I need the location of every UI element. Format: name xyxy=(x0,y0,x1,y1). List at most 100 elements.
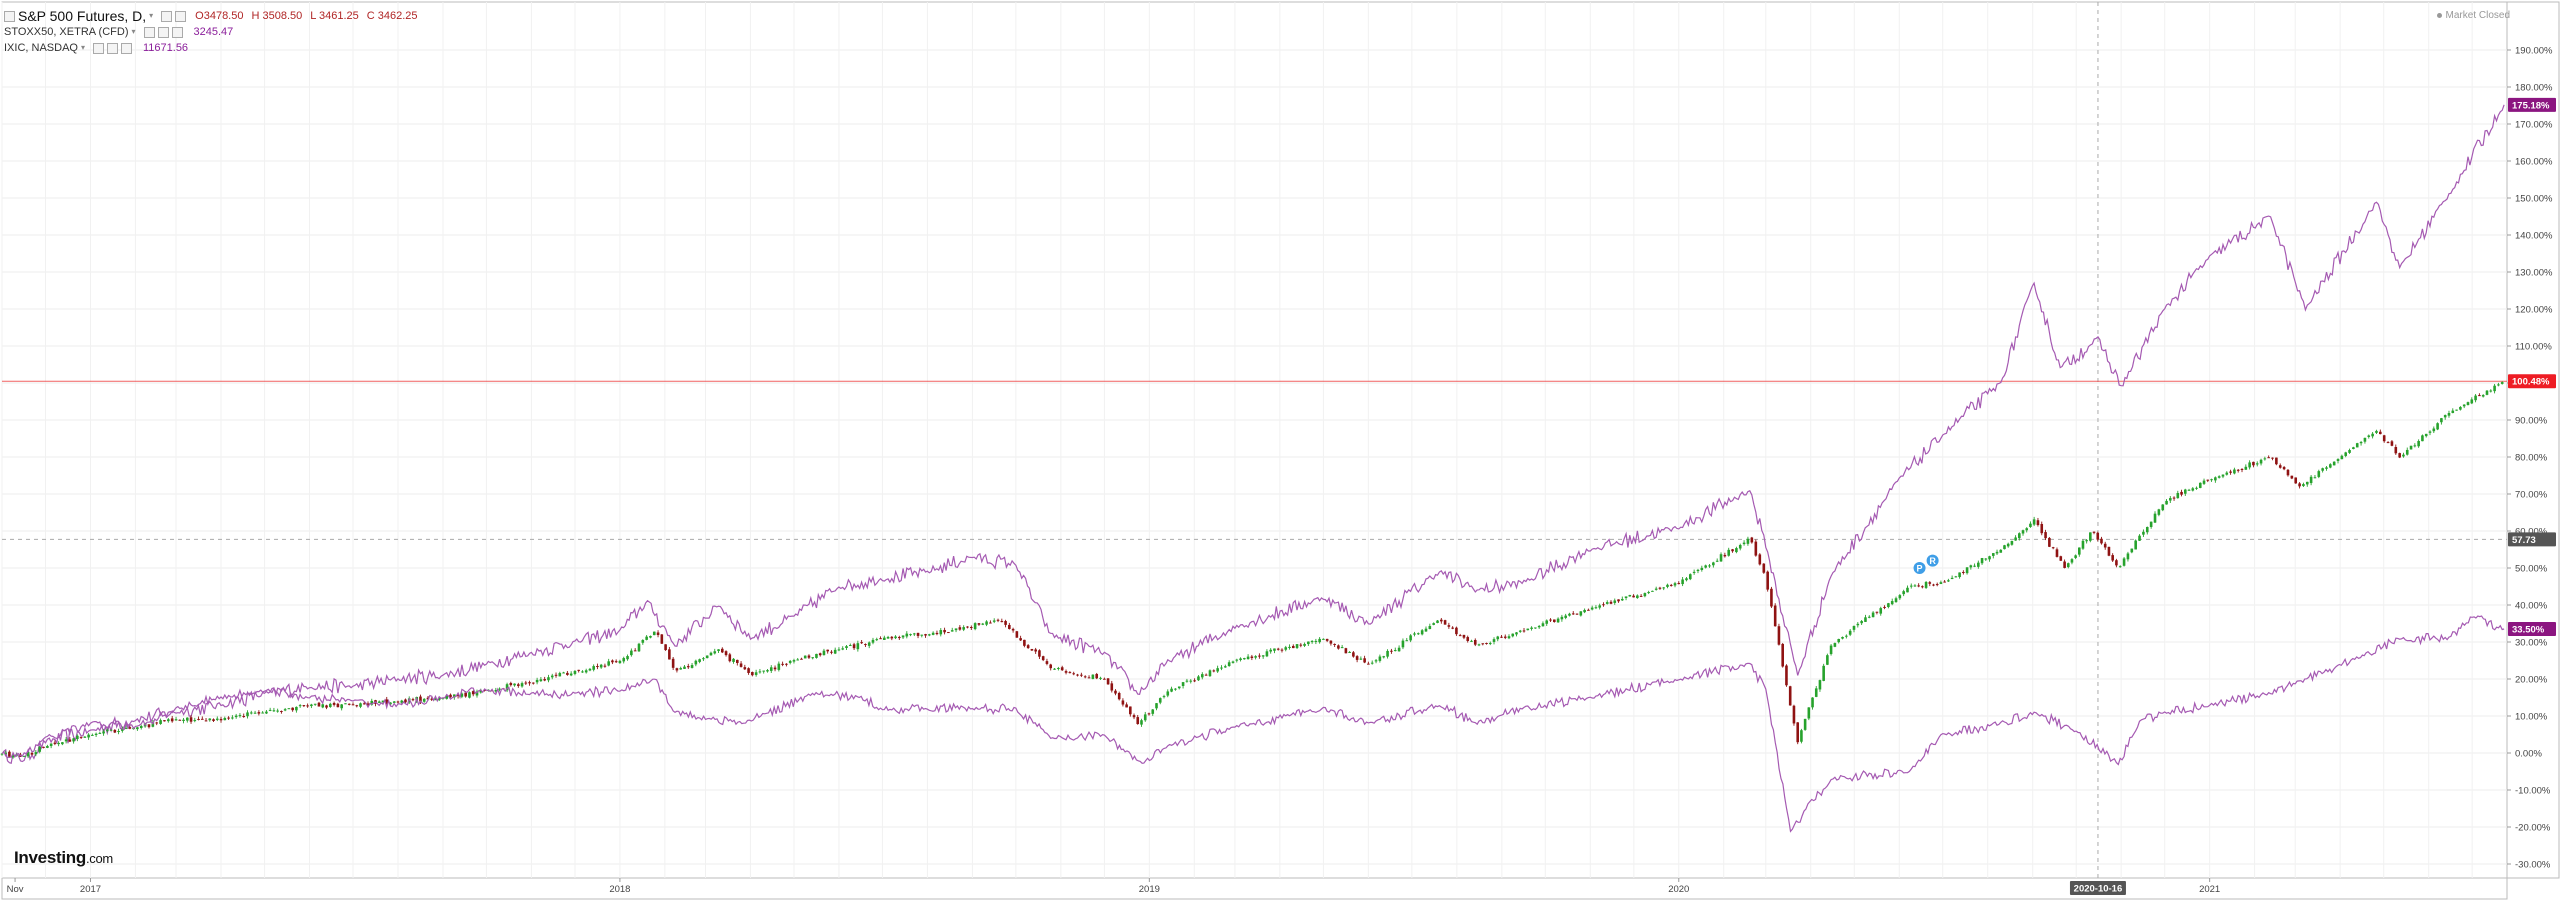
candle-body xyxy=(709,652,713,656)
y-tick-label: 180.00% xyxy=(2515,83,2553,94)
candle-body xyxy=(449,694,452,698)
candle-body xyxy=(871,639,875,643)
candle-body xyxy=(396,701,400,703)
visibility-icon[interactable] xyxy=(143,26,155,38)
candle-body xyxy=(1571,613,1575,615)
candle-body xyxy=(2386,442,2390,444)
candle-body xyxy=(807,655,811,658)
series-name[interactable]: STOXX50, XETRA (CFD) xyxy=(4,26,129,38)
series-name[interactable]: IXIC, NASDAQ xyxy=(4,42,78,54)
candle-body xyxy=(833,649,837,654)
logo-suffix: .com xyxy=(85,851,113,866)
candle-body xyxy=(1103,678,1106,680)
settings-icon[interactable] xyxy=(157,26,169,38)
candle-body xyxy=(539,679,543,682)
candle-body xyxy=(1814,688,1818,697)
candle-body xyxy=(532,682,535,684)
candle-body xyxy=(1575,613,1579,615)
candle-body xyxy=(355,705,359,707)
candle-body xyxy=(1841,636,1844,639)
candle-body xyxy=(2409,445,2413,450)
candle-body xyxy=(1367,663,1370,665)
visibility-icon[interactable] xyxy=(92,42,104,54)
candle-body xyxy=(2059,556,2063,561)
candle-body xyxy=(1977,562,1980,567)
candle-body xyxy=(2130,548,2134,553)
candle-body xyxy=(1340,647,1344,649)
legend-series-row[interactable]: IXIC, NASDAQ ▾ 11671.56 xyxy=(4,40,426,56)
candle-body xyxy=(1359,658,1363,660)
chevron-down-icon[interactable]: ▾ xyxy=(80,43,85,52)
candle-body xyxy=(1239,658,1242,661)
candle-body xyxy=(2348,450,2351,453)
legend-main-row[interactable]: S&P 500 Futures, D, ▾ O3478.50 H 3508.50… xyxy=(4,8,426,24)
candle-body xyxy=(1455,627,1458,635)
candle-body xyxy=(464,692,467,697)
main-symbol-name[interactable]: S&P 500 Futures, D, xyxy=(18,8,147,24)
candle-body xyxy=(1162,696,1166,698)
candle-body xyxy=(2325,467,2328,469)
candle-body xyxy=(1087,677,1091,679)
candle-body xyxy=(223,717,227,721)
candle-body xyxy=(329,703,332,707)
candle-body xyxy=(1643,593,1647,597)
candle-body xyxy=(1110,683,1114,691)
candle-body xyxy=(2074,555,2077,558)
close-icon[interactable] xyxy=(175,10,187,22)
candle-body xyxy=(954,628,958,631)
candle-body xyxy=(1617,599,1620,602)
candle-body xyxy=(1147,713,1151,715)
candle-body xyxy=(1420,630,1424,635)
candle-body xyxy=(1738,544,1742,549)
candle-body xyxy=(1692,571,1696,573)
candle-body xyxy=(2225,472,2229,475)
candle-body xyxy=(981,623,985,625)
close-icon[interactable] xyxy=(120,42,132,54)
close-icon[interactable] xyxy=(171,26,183,38)
candle-body xyxy=(2390,441,2394,446)
candle-body xyxy=(1613,600,1617,603)
candle-body xyxy=(336,703,340,708)
settings-icon[interactable] xyxy=(161,10,173,22)
candle-body xyxy=(1921,586,1924,588)
candle-body xyxy=(1492,639,1496,642)
logo-main: Investing xyxy=(14,848,86,867)
candle-body xyxy=(1155,703,1158,709)
candle-body xyxy=(879,638,882,640)
candle-body xyxy=(167,719,170,722)
candle-body xyxy=(1879,608,1883,614)
candle-body xyxy=(53,742,57,744)
candle-body xyxy=(1064,671,1068,673)
candle-body xyxy=(1151,709,1155,714)
candle-body xyxy=(359,703,362,707)
candle-body xyxy=(2161,504,2165,511)
candle-body xyxy=(962,627,965,630)
candle-body xyxy=(690,665,694,668)
candle-body xyxy=(668,649,671,660)
candle-body xyxy=(758,671,762,673)
last-value-tag-sp500: 100.48% xyxy=(2512,377,2550,388)
candle-body xyxy=(943,629,946,633)
candle-body xyxy=(321,704,325,708)
candle-body xyxy=(1647,592,1650,594)
candle-body xyxy=(1526,628,1530,631)
candle-body xyxy=(864,644,867,646)
chevron-down-icon[interactable]: ▾ xyxy=(149,11,154,20)
settings-icon[interactable] xyxy=(106,42,118,54)
candle-body xyxy=(2275,457,2278,465)
candle-body xyxy=(1887,603,1890,608)
candle-body xyxy=(622,658,626,662)
candle-body xyxy=(1818,680,1822,690)
event-marker-label: R xyxy=(1929,556,1936,566)
candle-body xyxy=(276,710,279,712)
legend-series-row[interactable]: STOXX50, XETRA (CFD) ▾ 3245.47 xyxy=(4,24,426,40)
candle-body xyxy=(1906,587,1909,593)
candle-body xyxy=(1829,645,1833,655)
candle-body xyxy=(49,743,53,747)
candle-body xyxy=(2340,455,2344,460)
chevron-down-icon[interactable]: ▾ xyxy=(131,27,136,36)
collapse-toggle-icon[interactable] xyxy=(4,10,15,22)
candle-body xyxy=(626,656,629,660)
